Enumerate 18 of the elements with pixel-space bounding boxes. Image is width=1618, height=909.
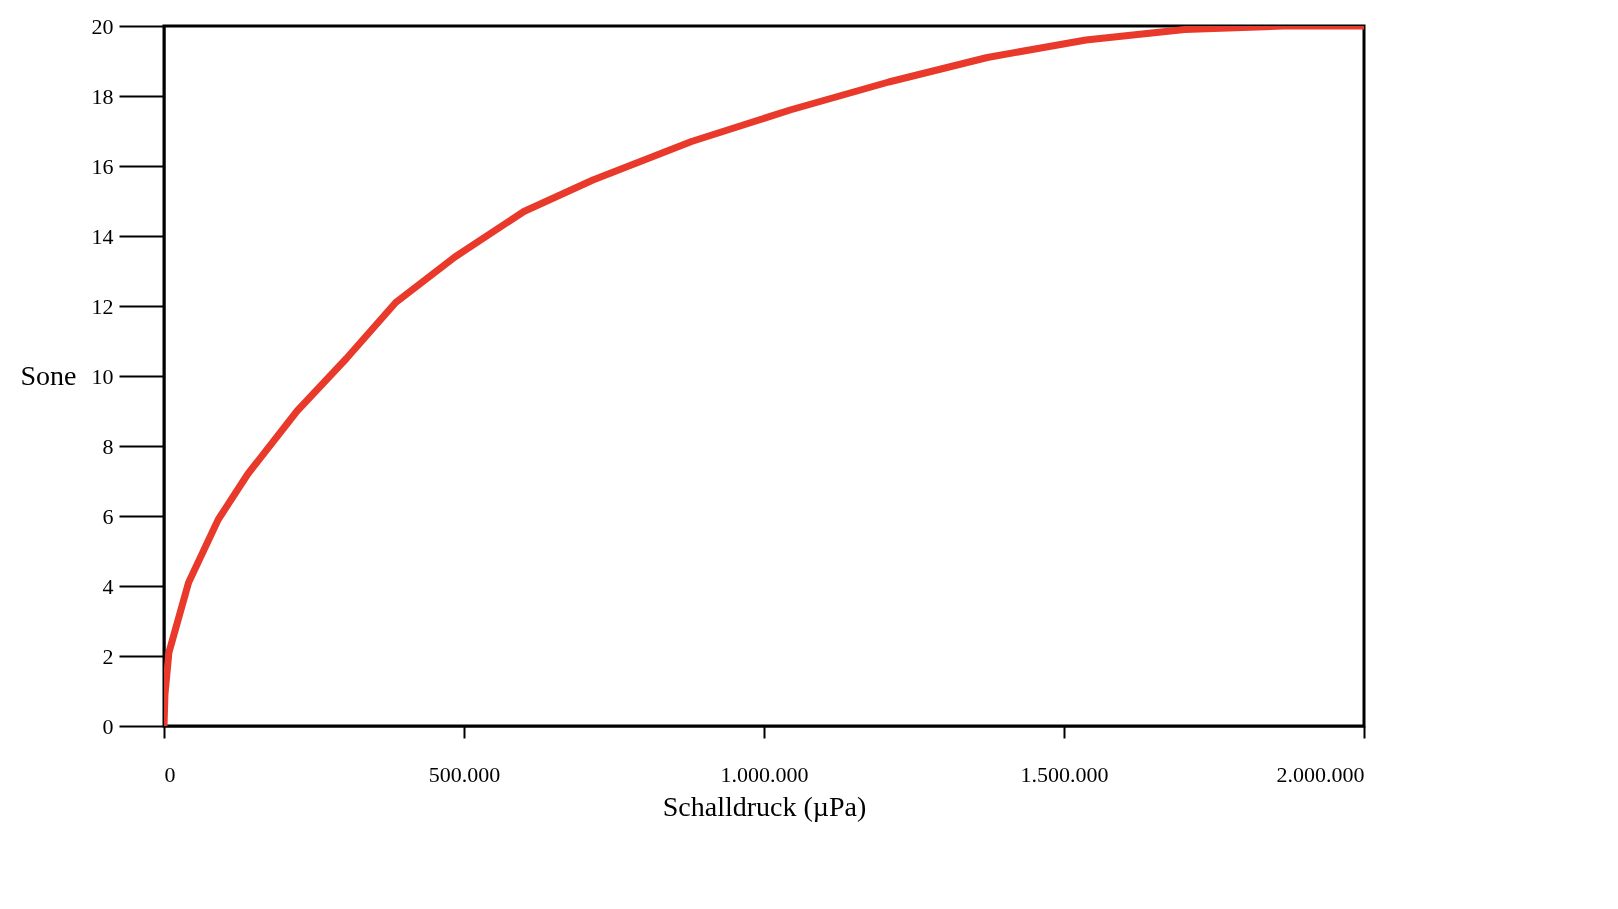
- y-tick-label: 18: [91, 83, 114, 109]
- y-tick-label: 16: [91, 153, 114, 179]
- y-tick-label: 6: [102, 503, 114, 529]
- y-tick-label: 12: [91, 293, 114, 319]
- y-tick-label: 0: [102, 713, 114, 739]
- x-tick-label: 0: [164, 761, 176, 787]
- x-tick-label: 1.000.000: [720, 761, 809, 787]
- y-tick-label: 8: [102, 433, 114, 459]
- y-tick-label: 14: [91, 223, 114, 249]
- x-tick-label: 500.000: [428, 761, 501, 787]
- y-tick-label: 4: [102, 573, 114, 599]
- x-tick-label: 1.500.000: [1020, 761, 1109, 787]
- y-tick-label: 2: [102, 643, 114, 669]
- y-tick-label: 20: [91, 13, 114, 39]
- x-tick-label: 2.000.000: [1276, 761, 1365, 787]
- y-tick-label: 10: [91, 363, 114, 389]
- y-axis-title: Sone: [20, 359, 77, 391]
- x-axis-title: Schalldruck (µPa): [662, 790, 867, 822]
